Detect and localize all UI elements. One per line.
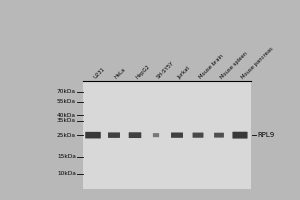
Text: 10kDa: 10kDa [57, 171, 76, 176]
Text: 25kDa: 25kDa [57, 133, 76, 138]
Text: 35kDa: 35kDa [57, 118, 76, 123]
Text: U231: U231 [93, 67, 106, 80]
Text: RPL9: RPL9 [257, 132, 275, 138]
Text: HepG2: HepG2 [135, 64, 151, 80]
FancyBboxPatch shape [153, 133, 159, 137]
Text: Mouse brain: Mouse brain [198, 54, 224, 80]
Text: HeLa: HeLa [114, 67, 127, 80]
FancyBboxPatch shape [214, 133, 224, 138]
Text: 15kDa: 15kDa [57, 154, 76, 159]
Text: Mouse pancreas: Mouse pancreas [240, 46, 274, 80]
FancyBboxPatch shape [108, 132, 120, 138]
Text: Mouse spleen: Mouse spleen [219, 51, 248, 80]
FancyBboxPatch shape [85, 132, 101, 138]
Text: SH-SY5Y: SH-SY5Y [156, 61, 176, 80]
FancyBboxPatch shape [171, 132, 183, 138]
FancyBboxPatch shape [232, 132, 247, 139]
Text: 55kDa: 55kDa [57, 99, 76, 104]
FancyBboxPatch shape [129, 132, 141, 138]
Text: Jurkat: Jurkat [177, 66, 191, 80]
Text: 70kDa: 70kDa [57, 89, 76, 94]
Text: 40kDa: 40kDa [57, 113, 76, 118]
FancyBboxPatch shape [193, 133, 203, 138]
